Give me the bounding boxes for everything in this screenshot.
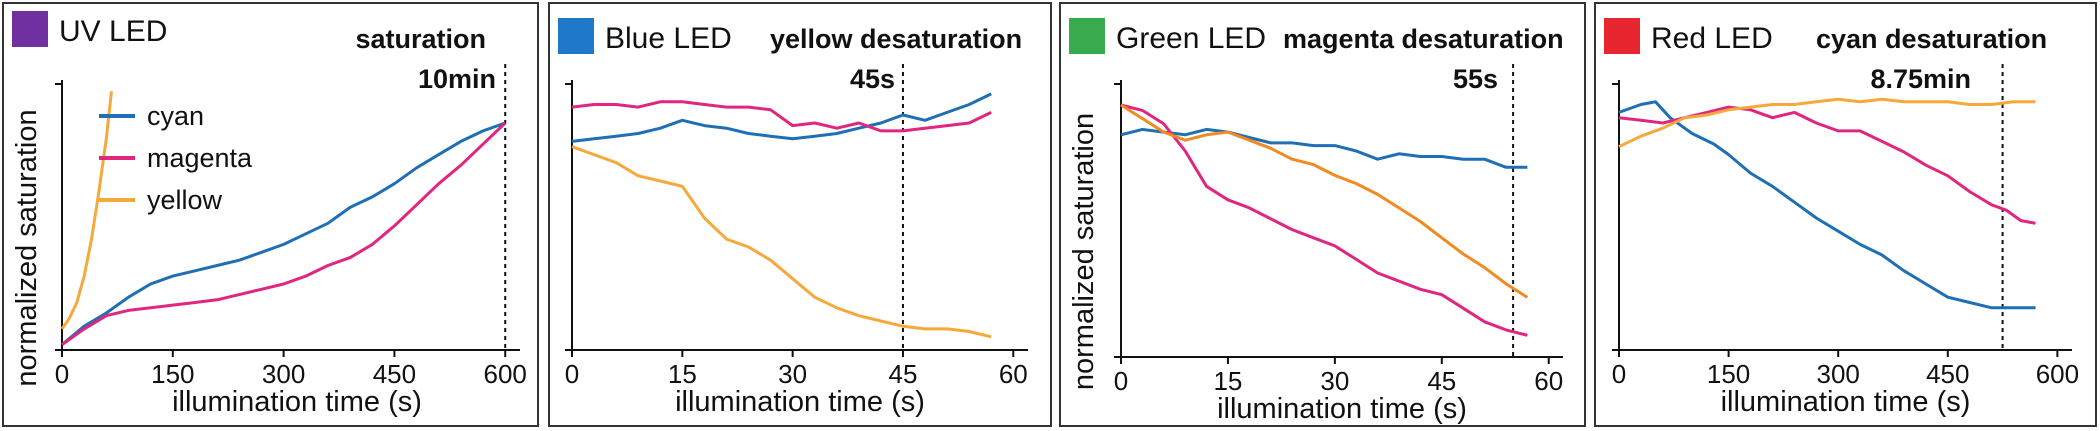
series-line-yellow bbox=[1618, 97, 2036, 149]
blue-led-panel: Blue LED yellow desaturation 45s 0 15 30 45 60 i… bbox=[548, 2, 1052, 427]
legend-label-cyan: cyan bbox=[147, 101, 204, 131]
legend-label-magenta: magenta bbox=[147, 143, 253, 173]
x-tick-label: 60 bbox=[999, 359, 1028, 389]
x-tick-label: 0 bbox=[1114, 366, 1128, 396]
chart-title: Red LED bbox=[1651, 22, 1773, 55]
marker-label: 10min bbox=[418, 64, 496, 94]
x-tick-label: 300 bbox=[1816, 359, 1859, 389]
legend-label-yellow: yellow bbox=[147, 185, 223, 215]
series-line-magenta bbox=[61, 121, 507, 346]
title-color-swatch bbox=[12, 11, 48, 47]
x-tick-label: 300 bbox=[262, 359, 305, 389]
x-axis-label: illumination time (s) bbox=[675, 386, 925, 418]
x-tick-label: 0 bbox=[1612, 359, 1626, 389]
red-led-chart: Red LED cyan desaturation 8.75min 0 150 300 45… bbox=[1604, 18, 2079, 418]
x-tick-label: 15 bbox=[668, 359, 697, 389]
x-tick-label: 150 bbox=[151, 359, 194, 389]
series-line-yellow bbox=[571, 145, 992, 339]
series-line-orange bbox=[1120, 103, 1529, 299]
green-led-chart: Green LED magenta desaturation 55s 0 15 30 45 6… bbox=[1068, 18, 1564, 425]
x-tick-label: 45 bbox=[1427, 366, 1456, 396]
x-tick-label: 600 bbox=[2036, 359, 2079, 389]
x-axis-label: illumination time (s) bbox=[1217, 393, 1467, 425]
x-tick-label: 60 bbox=[1534, 366, 1563, 396]
series-line-magenta bbox=[1120, 103, 1528, 337]
x-axis-label: illumination time (s) bbox=[172, 386, 422, 418]
marker-label: 8.75min bbox=[1870, 64, 1971, 94]
annotation-text: magenta desaturation bbox=[1283, 24, 1564, 54]
chart-title: UV LED bbox=[59, 15, 167, 48]
x-tick-label: 150 bbox=[1707, 359, 1750, 389]
x-tick-label: 0 bbox=[565, 359, 579, 389]
annotation-text: cyan desaturation bbox=[1816, 24, 2047, 54]
marker-label: 45s bbox=[850, 64, 895, 94]
annotation-text: saturation bbox=[355, 24, 486, 54]
chart-title: Blue LED bbox=[605, 22, 732, 55]
series-line-yellow bbox=[60, 91, 113, 330]
x-tick-label: 450 bbox=[373, 359, 416, 389]
blue-led-chart: Blue LED yellow desaturation 45s 0 15 30 45 60 i… bbox=[558, 18, 1028, 418]
uv-led-panel: UV LED saturation 10min 0 150 300 450 600 illumi… bbox=[2, 2, 539, 427]
x-tick-label: 15 bbox=[1213, 366, 1242, 396]
series-line-cyan bbox=[571, 92, 992, 143]
y-axis-label: normalized saturation bbox=[1068, 113, 1100, 390]
x-tick-label: 30 bbox=[1320, 366, 1349, 396]
title-color-swatch bbox=[1069, 18, 1105, 54]
annotation-text: yellow desaturation bbox=[770, 24, 1022, 54]
red-led-panel: Red LED cyan desaturation 8.75min 0 150 300 45… bbox=[1594, 2, 2097, 427]
y-axis-label: normalized saturation bbox=[11, 109, 43, 386]
green-led-panel: Green LED magenta desaturation 55s 0 15 30 45 6… bbox=[1059, 2, 1586, 427]
title-color-swatch bbox=[558, 18, 594, 54]
title-color-swatch bbox=[1604, 18, 1640, 54]
uv-led-chart: UV LED saturation 10min 0 150 300 450 600 illumi… bbox=[11, 11, 527, 418]
x-axis-label: illumination time (s) bbox=[1721, 386, 1971, 418]
x-tick-label: 450 bbox=[1926, 359, 1969, 389]
x-tick-label: 30 bbox=[778, 359, 807, 389]
series-line-magenta bbox=[571, 100, 992, 133]
marker-label: 55s bbox=[1453, 64, 1498, 94]
series-line-cyan bbox=[1120, 127, 1528, 169]
x-tick-label: 600 bbox=[484, 359, 527, 389]
x-tick-label: 45 bbox=[889, 359, 918, 389]
x-tick-label: 0 bbox=[55, 359, 69, 389]
chart-title: Green LED bbox=[1116, 22, 1266, 55]
series-line-cyan bbox=[1618, 100, 2036, 310]
series-line-cyan bbox=[61, 121, 506, 346]
